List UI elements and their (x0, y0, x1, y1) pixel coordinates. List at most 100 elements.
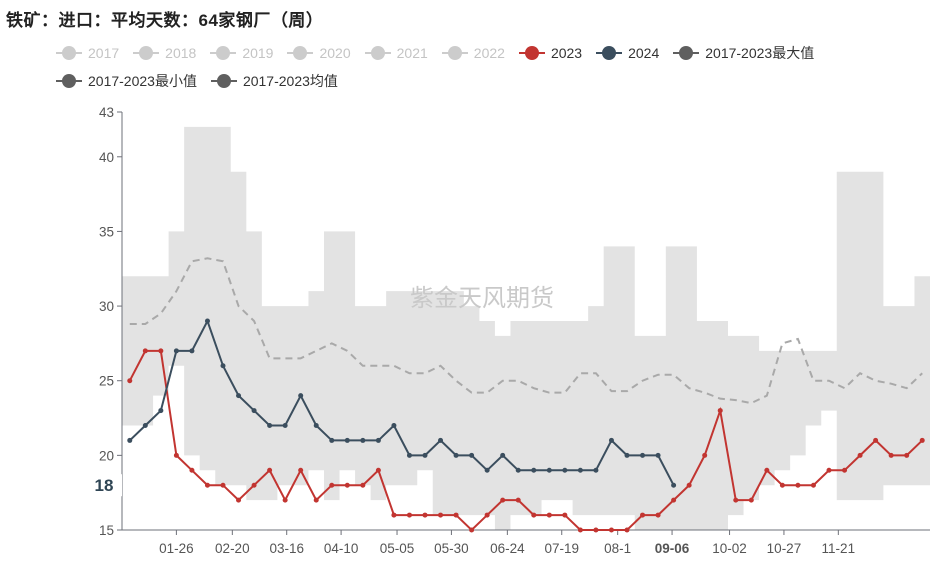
data-point-2024 (158, 408, 164, 414)
series-line-2023 (128, 349, 923, 532)
data-point-2023 (344, 482, 350, 488)
data-point-2024 (329, 437, 335, 443)
data-point-2023 (531, 512, 537, 518)
data-point-2023 (251, 482, 257, 488)
data-point-2023 (655, 512, 661, 518)
legend-item-2018[interactable]: 2018 (133, 45, 196, 61)
data-point-2023 (391, 512, 397, 518)
y-tick-label: 40 (99, 150, 114, 165)
data-point-2023 (733, 497, 739, 503)
x-tick-label: 06-24 (490, 541, 525, 556)
legend-item-2024[interactable]: 2024 (596, 45, 659, 61)
legend-label: 2024 (628, 45, 660, 61)
data-point-2023 (438, 512, 444, 518)
data-point-2024 (267, 423, 273, 428)
legend-item-2023[interactable]: 2023 (518, 45, 582, 61)
data-point-2024 (220, 363, 226, 369)
data-point-2023 (640, 512, 646, 518)
data-point-2024 (375, 437, 381, 443)
data-point-2023 (671, 497, 677, 503)
data-point-2024 (406, 452, 412, 458)
legend-item-2017-2023均值[interactable]: 2017-2023均值 (210, 71, 338, 91)
x-tick-label: 10-27 (767, 541, 802, 556)
x-tick-label: 04-10 (324, 541, 359, 556)
circle-line-icon (441, 46, 468, 60)
data-point-2023 (873, 437, 879, 443)
legend-item-2020[interactable]: 2020 (287, 45, 351, 61)
data-point-2024 (624, 452, 630, 458)
data-point-2024 (608, 437, 614, 443)
data-point-2023 (562, 512, 568, 518)
data-point-2024 (189, 348, 195, 354)
y-tick-label: 25 (99, 374, 114, 389)
data-point-2024 (671, 482, 677, 488)
data-point-2023 (422, 512, 428, 518)
legend-item-2022[interactable]: 2022 (441, 45, 505, 61)
data-point-2024 (344, 437, 350, 443)
series-line-2024 (129, 318, 675, 486)
data-point-2023 (329, 482, 335, 488)
data-point-2023 (904, 452, 910, 458)
data-point-2024 (127, 437, 133, 443)
circle-line-icon (210, 74, 237, 88)
data-point-2023 (748, 497, 754, 503)
data-point-2023 (624, 527, 630, 533)
legend-label: 2018 (165, 45, 197, 61)
data-point-2024 (453, 452, 459, 458)
data-point-2023 (189, 467, 195, 473)
legend-label: 2017-2023均值 (242, 73, 338, 89)
y-tick-label: 35 (99, 224, 114, 239)
circle-line-icon (210, 46, 237, 60)
y-tick-label: 43 (99, 105, 114, 120)
y-tick-label: 15 (99, 523, 114, 538)
data-point-2024 (438, 437, 444, 443)
legend-item-2017[interactable]: 2017 (56, 45, 119, 61)
data-point-2023 (515, 497, 521, 503)
x-tick-label: 11-21 (822, 541, 856, 556)
data-point-2024 (515, 467, 521, 473)
legend-item-2017-2023最小值[interactable]: 2017-2023最小值 (56, 71, 197, 91)
data-point-2024 (593, 467, 599, 473)
x-tick-label: 09-06 (655, 541, 690, 556)
data-point-2023 (236, 497, 242, 503)
x-tick-label: 02-20 (215, 541, 250, 556)
x-tick-label: 10-02 (712, 541, 747, 556)
legend-item-2017-2023最大值[interactable]: 2017-2023最大值 (673, 43, 814, 63)
data-point-2023 (717, 408, 723, 414)
data-point-2023 (779, 482, 785, 488)
circle-line-icon (287, 46, 314, 60)
legend-label: 2017 (88, 45, 120, 61)
data-point-2023 (204, 482, 210, 488)
data-point-2023 (469, 527, 475, 533)
x-tick-label: 01-26 (159, 541, 194, 556)
x-tick-label: 05-30 (434, 541, 469, 556)
data-point-2023 (888, 452, 894, 458)
x-tick-label: 07-19 (544, 541, 579, 556)
legend: 2017 2018 2019 2020 2021 2022 2023 2024 2017-202… (56, 39, 936, 95)
data-point-2024 (422, 452, 428, 458)
data-point-2024 (173, 348, 179, 354)
legend-label: 2017-2023最小值 (88, 73, 197, 89)
data-point-2024 (313, 423, 319, 428)
data-point-2024 (655, 452, 661, 458)
circle-line-icon (596, 46, 623, 60)
data-point-2023 (546, 512, 552, 518)
legend-item-2019[interactable]: 2019 (210, 45, 273, 61)
data-point-2023 (484, 512, 490, 518)
data-point-2023 (360, 482, 366, 488)
circle-line-icon (673, 46, 700, 60)
circle-line-icon (56, 74, 82, 88)
data-point-2023 (500, 497, 506, 503)
x-tick-label: 03-16 (269, 541, 304, 556)
legend-label: 2017-2023最大值 (705, 45, 815, 61)
data-point-2023 (127, 378, 133, 384)
legend-item-2021[interactable]: 2021 (364, 45, 428, 61)
data-point-2024 (640, 452, 646, 458)
data-point-2023 (795, 482, 801, 488)
y-crosshair-label-bg (92, 474, 122, 497)
data-point-2024 (282, 423, 288, 428)
data-point-2024 (500, 452, 506, 458)
data-point-2024 (469, 452, 475, 458)
data-point-2023 (842, 467, 848, 473)
